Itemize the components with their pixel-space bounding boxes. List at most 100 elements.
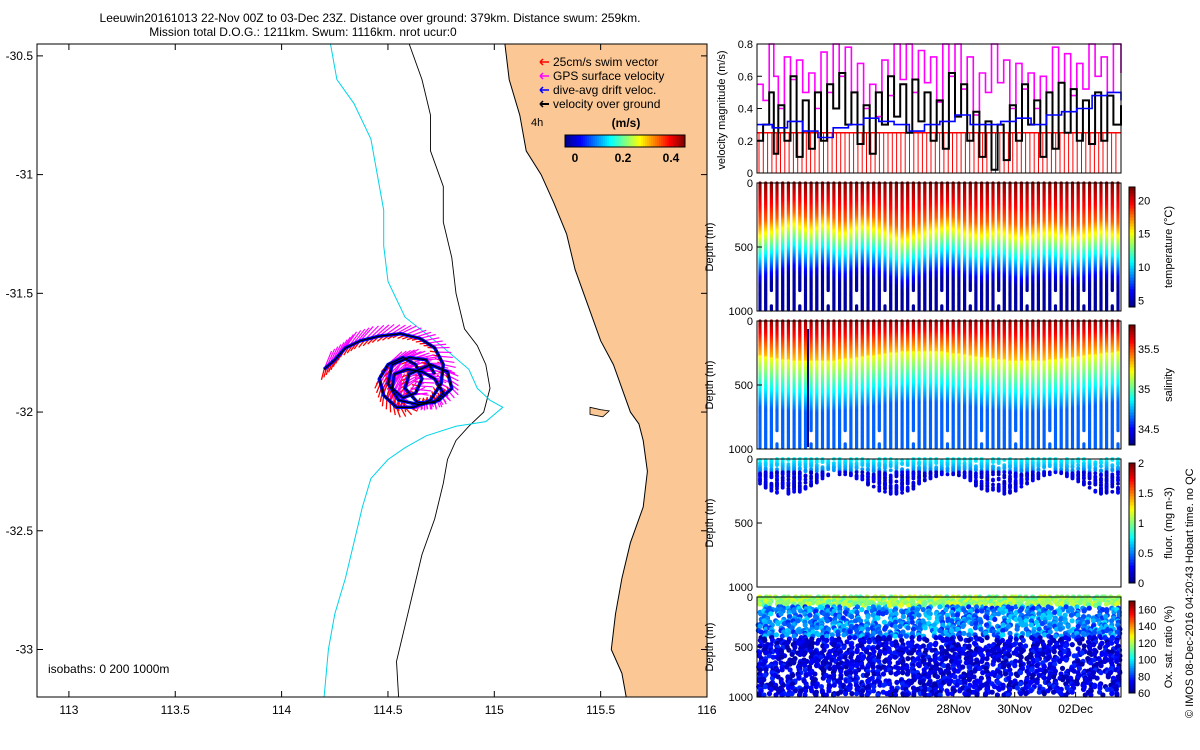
isobath-legend-label: isobaths: 0 200 1000m [48, 662, 169, 676]
colorbar-tick-label: 0.4 [663, 151, 680, 165]
colorbar-cell [663, 135, 666, 147]
time-marker-label: 4h [531, 117, 543, 129]
y-tick-label: 0.2 [738, 136, 753, 148]
colorbar-cell [573, 135, 576, 147]
x-tick-label: 115 [485, 703, 504, 717]
profile-point [826, 288, 830, 293]
colorbar-cell [611, 135, 614, 147]
gps-vector [405, 374, 422, 386]
colorbar-cell [565, 135, 568, 147]
legend-arrowhead [539, 100, 544, 108]
colorbar-cell [617, 135, 620, 147]
track-map: 113 113.5 114 114.5 115 115.5 116-30.5-31-31.5… [6, 43, 717, 717]
profile-point [855, 288, 859, 293]
y-tick-label: -32 [16, 405, 34, 419]
colorbar-cell [651, 135, 654, 147]
colorbar-cell [621, 135, 624, 147]
isobath-1000m-line [396, 43, 491, 698]
colorbar-cell [659, 135, 662, 147]
colorbar-cell [647, 135, 650, 147]
colorbar-cell [607, 135, 610, 147]
land-area [504, 44, 707, 697]
y-tick-label: -33 [16, 643, 34, 657]
colorbar-cell [631, 135, 634, 147]
colorbar-cell [593, 135, 596, 147]
x-tick-label: 113.5 [161, 703, 190, 717]
colorbar-cell [629, 135, 632, 147]
gps-vector [418, 385, 433, 388]
colorbar-cell [567, 135, 570, 147]
legend-arrowhead [539, 72, 544, 80]
coastline [504, 43, 648, 698]
colorbar-cell [675, 135, 678, 147]
colorbar-cell [597, 135, 600, 147]
colorbar-cell [579, 135, 582, 147]
colorbar-cell [639, 135, 642, 147]
swim-vector [320, 369, 325, 381]
legend-label: GPS surface velocity [553, 69, 664, 83]
profile-point [798, 288, 802, 293]
y-tick-label: 0.8 [738, 39, 753, 51]
colorbar-cell [677, 135, 680, 147]
colorbar-unit-label: (m/s) [612, 116, 641, 130]
colorbar-cell [641, 135, 644, 147]
series-line [757, 43, 1122, 118]
colorbar-cell [625, 135, 628, 147]
colorbar-cell [671, 135, 674, 147]
colorbar-cell [603, 135, 606, 147]
colorbar-cell [653, 135, 656, 147]
colorbar-cell [645, 135, 648, 147]
y-tick-label: 0 [747, 168, 753, 180]
colorbar-tick-label: 0 [572, 151, 579, 165]
x-tick-label: 115.5 [586, 703, 615, 717]
colorbar-cell [667, 135, 670, 147]
colorbar-cell [681, 135, 684, 147]
colorbar-cell [609, 135, 612, 147]
colorbar-cell [665, 135, 668, 147]
x-tick-label: 114.5 [373, 703, 402, 717]
velocity-frame [756, 43, 1122, 174]
colorbar-cell [599, 135, 602, 147]
colorbar-cell [623, 135, 626, 147]
legend-arrowhead [539, 86, 544, 94]
colorbar-cell [605, 135, 608, 147]
colorbar-tick-label: 0.2 [615, 151, 632, 165]
colorbar-cell [595, 135, 598, 147]
title-line-1: Leeuwin20161013 22-Nov 00Z to 03-Dec 23Z… [100, 11, 641, 25]
gps-vector [438, 355, 453, 359]
colorbar-cell [589, 135, 592, 147]
colorbar-cell [635, 135, 638, 147]
colorbar-cell [587, 135, 590, 147]
colorbar-cell [619, 135, 622, 147]
title-line-2: Mission total D.O.G.: 1211km. Swum: 1116… [149, 25, 457, 39]
profile-point [911, 288, 916, 293]
colorbar-cell [669, 135, 672, 147]
colorbar-cell [569, 135, 572, 147]
colorbar-cell [661, 135, 664, 147]
x-tick-label: 113 [59, 703, 78, 717]
colorbar-cell [615, 135, 618, 147]
y-tick-label: -31.5 [6, 286, 34, 300]
profile-point [769, 288, 774, 293]
gps-vector [404, 376, 421, 389]
series-line [757, 72, 1122, 171]
gps-vector [359, 326, 374, 342]
colorbar-cell [643, 135, 646, 147]
colorbar-cell [655, 135, 658, 147]
colorbar-cell [577, 135, 580, 147]
profile-point [940, 288, 944, 293]
isobath-200m-line [323, 43, 504, 698]
y-axis-label: velocity magnitude (m/s) [716, 50, 728, 169]
gps-vector [423, 337, 440, 342]
legend-arrowhead [539, 58, 544, 66]
colorbar-cell [633, 135, 636, 147]
swim-bars [758, 132, 1117, 173]
colorbar-cell [649, 135, 652, 147]
gps-vector [419, 333, 436, 340]
gps-vector [420, 381, 435, 384]
y-tick-label: 0.4 [738, 104, 753, 116]
x-tick-label: 114 [272, 703, 291, 717]
